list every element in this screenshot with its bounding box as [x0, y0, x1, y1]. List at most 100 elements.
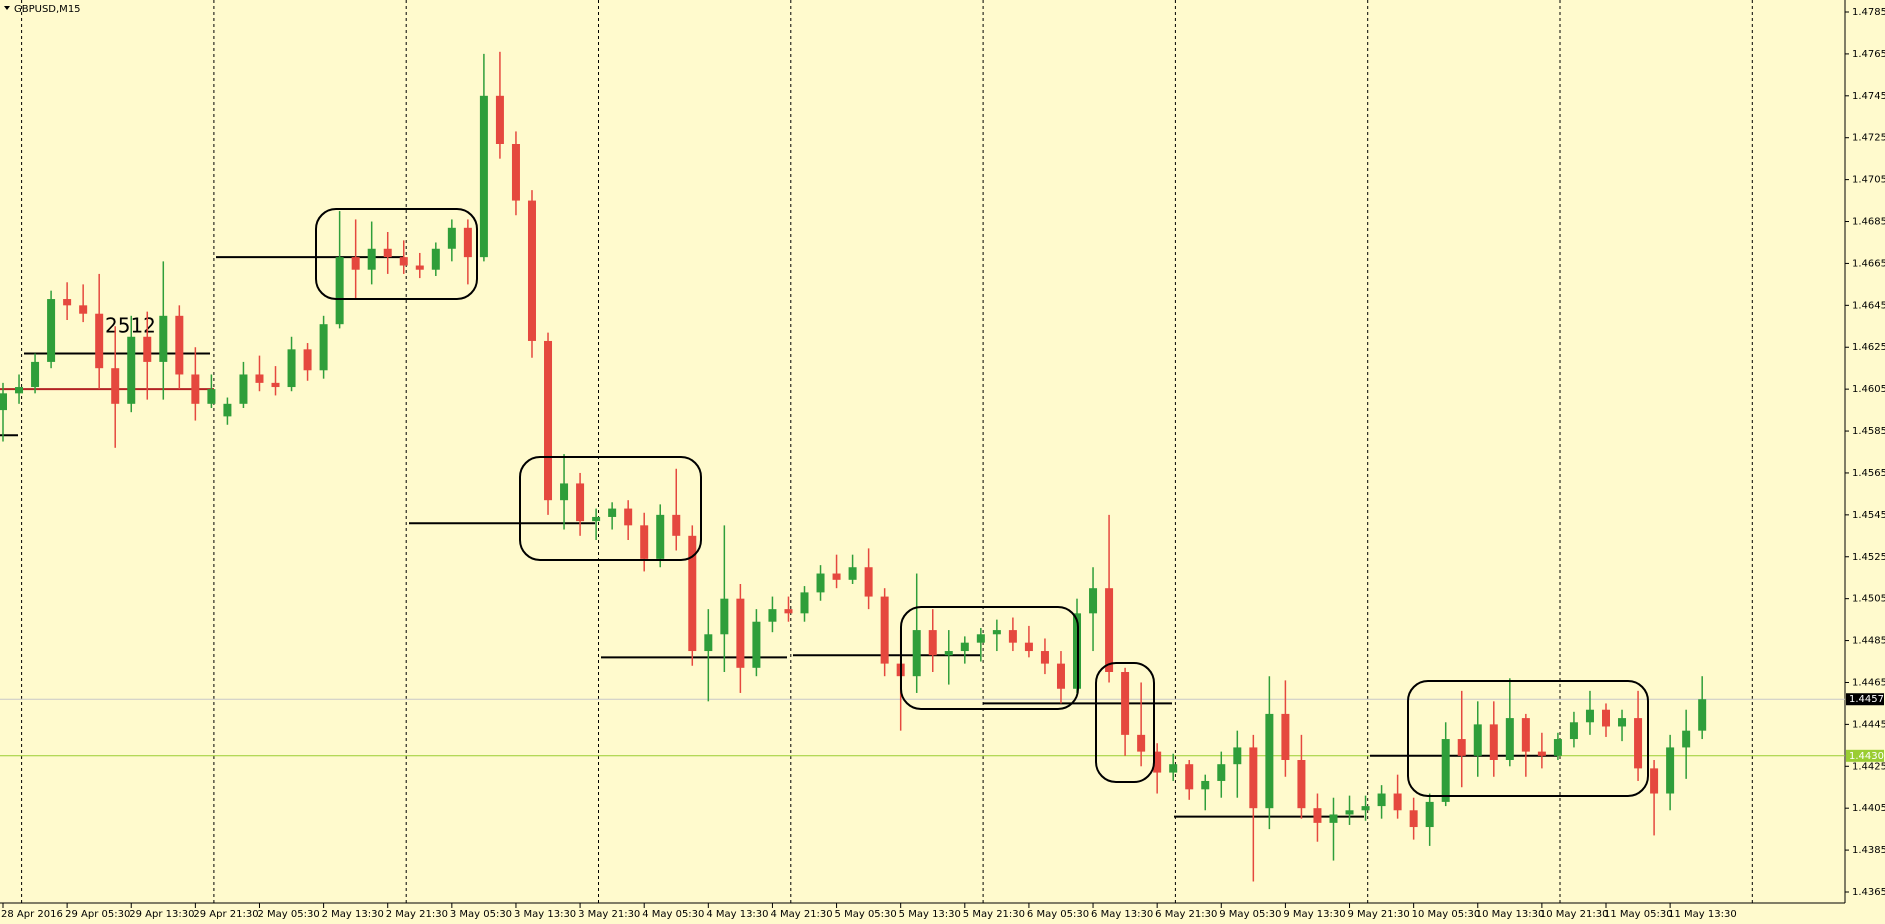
candle-body — [1249, 747, 1258, 809]
candle-body — [1618, 718, 1627, 727]
candle-body — [816, 573, 825, 593]
candle-body — [1313, 808, 1322, 823]
candle-body — [143, 336, 152, 362]
candle-body — [1008, 630, 1017, 643]
candle-body — [1345, 810, 1354, 815]
candle-body — [415, 265, 424, 270]
candle-body — [1233, 747, 1242, 765]
candle-body — [1056, 663, 1065, 689]
candle-body — [912, 630, 921, 677]
y-tick-label: 1.4665 — [1852, 258, 1885, 269]
candle-body — [127, 336, 136, 404]
candle-body — [271, 382, 280, 388]
x-tick-label: 5 May 13:30 — [899, 909, 961, 920]
candle-body — [656, 514, 665, 559]
candle-body — [527, 200, 536, 341]
x-tick-label: 11 May 05:30 — [1604, 909, 1673, 920]
candle-body — [1634, 718, 1643, 769]
candle-body — [319, 324, 328, 371]
candle-body — [239, 374, 248, 404]
x-tick-label: 3 May 13:30 — [514, 909, 576, 920]
candle-body — [592, 516, 601, 522]
x-tick-label: 6 May 05:30 — [1027, 909, 1089, 920]
candle-body — [640, 525, 649, 559]
candle-body — [800, 592, 809, 614]
candle-body — [848, 567, 857, 580]
candle-body — [672, 514, 681, 536]
y-tick-label: 1.4685 — [1852, 217, 1885, 228]
candle-body — [1666, 747, 1675, 794]
candle-body — [0, 393, 7, 411]
candle-body — [1265, 713, 1274, 809]
candle-body — [1040, 651, 1049, 664]
candle-body — [1585, 709, 1594, 723]
candle-body — [1185, 764, 1194, 790]
candle-body — [1024, 642, 1033, 652]
y-tick-label: 1.4505 — [1852, 594, 1885, 605]
candle-body — [1457, 739, 1466, 756]
candle-body — [1489, 724, 1498, 760]
candle-body — [1297, 760, 1306, 809]
x-tick-label: 2 May 05:30 — [257, 909, 319, 920]
candle-body — [1281, 713, 1290, 760]
candle-body — [720, 598, 729, 635]
candle-body — [1121, 672, 1130, 735]
x-tick-label: 4 May 21:30 — [770, 909, 832, 920]
y-tick-label: 1.4765 — [1852, 49, 1885, 60]
candle-body — [1409, 810, 1418, 828]
candle-body — [47, 299, 56, 362]
candle-body — [447, 227, 456, 249]
x-tick-label: 10 May 13:30 — [1476, 909, 1545, 920]
y-tick-label: 1.4605 — [1852, 384, 1885, 395]
candle-body — [1537, 751, 1546, 756]
candle-body — [944, 651, 953, 656]
range-box — [519, 456, 702, 561]
price-label-box — [1846, 749, 1884, 762]
candle-body — [1698, 699, 1707, 731]
x-tick-label: 3 May 21:30 — [578, 909, 640, 920]
candle-body — [383, 248, 392, 258]
candle-body — [351, 257, 360, 270]
candle-body — [992, 630, 1001, 635]
y-tick-label: 1.4785 — [1852, 7, 1885, 18]
candle-body — [1473, 724, 1482, 756]
menu-arrow[interactable] — [4, 6, 10, 10]
range-box — [1407, 680, 1649, 797]
x-tick-label: 6 May 21:30 — [1155, 909, 1217, 920]
y-tick-label: 1.4645 — [1852, 300, 1885, 311]
x-tick-label: 9 May 05:30 — [1219, 909, 1281, 920]
candle-body — [1361, 806, 1370, 811]
candle-body — [1217, 764, 1226, 781]
y-tick-label: 1.4585 — [1852, 426, 1885, 437]
y-tick-label: 1.4445 — [1852, 719, 1885, 730]
candle-body — [255, 374, 264, 383]
x-tick-label: 6 May 13:30 — [1091, 909, 1153, 920]
x-tick-label: 9 May 13:30 — [1283, 909, 1345, 920]
range-box — [1095, 662, 1155, 783]
candle-body — [1329, 814, 1338, 823]
candle-body — [864, 567, 873, 597]
y-tick-label: 1.4405 — [1852, 803, 1885, 814]
candle-body — [95, 313, 104, 369]
x-tick-label: 10 May 05:30 — [1412, 909, 1481, 920]
y-tick-label: 1.4485 — [1852, 636, 1885, 647]
price-label: 1.4457 — [1849, 694, 1884, 705]
candle-body — [367, 248, 376, 270]
y-tick-label: 1.4525 — [1852, 552, 1885, 563]
x-tick-label: 9 May 21:30 — [1348, 909, 1410, 920]
candle-body — [31, 361, 40, 388]
candle-body — [431, 248, 440, 270]
candle-body — [15, 387, 24, 394]
y-tick-label: 1.4725 — [1852, 133, 1885, 144]
candle-body — [1153, 751, 1162, 773]
candle-body — [335, 257, 344, 325]
candle-body — [704, 634, 713, 652]
candle-body — [303, 349, 312, 371]
x-tick-label: 4 May 13:30 — [706, 909, 768, 920]
candle-body — [1089, 588, 1098, 614]
candle-body — [768, 609, 777, 622]
candle-body — [1425, 801, 1434, 828]
x-tick-label: 29 Apr 21:30 — [193, 909, 258, 920]
y-tick-label: 1.4385 — [1852, 845, 1885, 856]
